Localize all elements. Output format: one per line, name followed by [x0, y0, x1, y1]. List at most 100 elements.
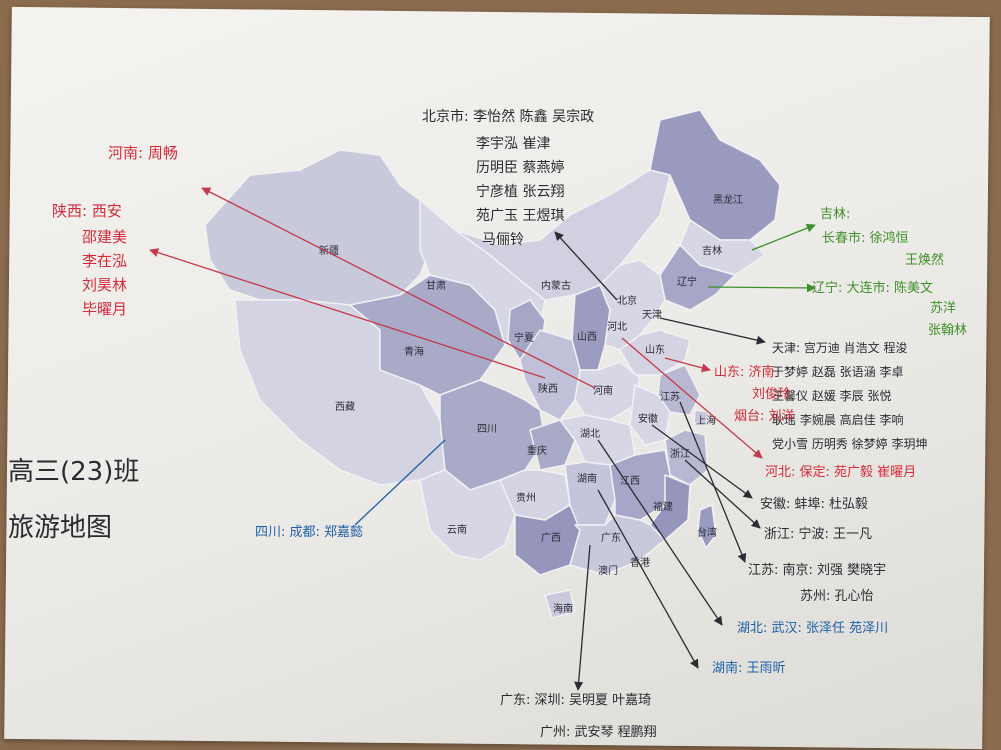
label-hubei: 湖北: [580, 428, 600, 440]
note-line: 天津: 宫万迪 肖浩文 程浚: [772, 340, 908, 355]
province-chongqing: [529, 419, 576, 471]
province-shapes: [204, 109, 781, 619]
arrow-jilin: [751, 223, 816, 251]
label-shanghai: 上海: [696, 414, 716, 427]
label-fujian: 福建: [653, 500, 673, 513]
note-line: 张翰林: [928, 323, 967, 338]
label-gansu: 甘肃: [426, 279, 446, 292]
note-line: 李宇泓 崔津: [476, 136, 550, 152]
note-line: 苏洋: [930, 300, 956, 316]
note-line: 辽宁: 大连市: 陈美文: [812, 280, 933, 296]
note-beijing: 北京市: 李怡然 陈鑫 吴宗政 李宇泓 崔津 历明臣 蔡燕婷 宁彦植 张云翔 苑…: [422, 108, 594, 248]
province-heilongjiang: [649, 109, 781, 241]
note-line: 马俪铃: [482, 232, 524, 248]
annotation-arrows: [149, 187, 816, 691]
label-sichuan: 四川: [477, 424, 497, 435]
note-line: 耿瑶 李婉晨 高启佳 李响: [772, 412, 903, 427]
label-xinjiang: 新疆: [319, 244, 339, 257]
arrow-shaanxi: [149, 248, 546, 379]
note-line: 党小雪 历明秀 徐梦婷 李玥坤: [772, 436, 927, 451]
note-line: 王焕然: [905, 252, 944, 268]
label-ningxia: 宁夏: [514, 331, 534, 344]
arrow-henan: [201, 187, 596, 389]
arrow-beijing: [554, 231, 618, 301]
note-liaoning: 辽宁: 大连市: 陈美文 苏洋 张翰林: [812, 280, 967, 338]
province-hainan: [544, 589, 576, 619]
arrow-tianjin: [659, 317, 766, 345]
label-heilongjiang: 黑龙江: [713, 193, 743, 206]
title-block: 高三(23)班 旅游地图: [8, 457, 139, 543]
label-guizhou: 贵州: [516, 491, 536, 504]
label-chongqing: 重庆: [527, 444, 547, 457]
label-guangxi: 广西: [541, 532, 561, 544]
note-line: 苑广玉 王煜琪: [476, 208, 564, 224]
note-line: 江苏: 南京: 刘强 樊晓宇: [748, 562, 886, 578]
province-hebei: [599, 259, 666, 351]
note-guangdong: 广东: 深圳: 吴明夏 叶嘉琦 广州: 武安琴 程鹏翔: [500, 693, 657, 740]
note-line: 苏州: 孔心怡: [800, 588, 874, 604]
label-henan: 河南: [593, 384, 613, 397]
note-line: 毕曜月: [82, 300, 127, 318]
label-hainan: 海南: [553, 602, 573, 615]
province-yunnan: [419, 469, 516, 561]
note-line: 广州: 武安琴 程鹏翔: [540, 725, 657, 740]
note-jiangsu: 江苏: 南京: 刘强 樊晓宇 苏州: 孔心怡: [748, 562, 886, 604]
arrow-hubei: [597, 439, 723, 626]
label-yunnan: 云南: [447, 523, 467, 536]
arrow-zhejiang: [684, 459, 761, 529]
province-xinjiang: [204, 149, 431, 306]
note-jilin: 吉林: 长春市: 徐鸿恒 王焕然: [820, 207, 944, 268]
poster-title-line1: 高三(23)班: [8, 457, 139, 487]
arrow-guangdong: [574, 544, 591, 691]
note-hebei: 河北: 保定: 苑广毅 崔曜月: [765, 464, 916, 480]
arrow-sichuan: [354, 439, 446, 526]
label-shaanxi: 陕西: [538, 382, 558, 395]
label-hebei: 河北: [607, 321, 627, 333]
label-jiangsu: 江苏: [660, 390, 680, 403]
label-qinghai: 青海: [404, 345, 424, 358]
note-shandong: 山东: 济南 刘俊玲 烟台: 刘洋: [714, 364, 795, 424]
label-shandong: 山东: [645, 343, 665, 356]
arrow-hunan: [597, 489, 699, 669]
note-hubei: 湖北: 武汉: 张泽任 苑泽川: [737, 621, 888, 636]
arrow-liaoning: [707, 283, 816, 293]
note-line: 王馨仪 赵媛 李辰 张悦: [772, 388, 891, 403]
note-line: 宁彦植 张云翔: [476, 183, 564, 200]
label-zhejiang: 浙江: [670, 448, 690, 460]
note-sichuan: 四川: 成都: 郑嘉懿: [255, 525, 363, 540]
label-taiwan: 台湾: [697, 526, 717, 539]
note-line: 于梦婷 赵磊 张语涵 李卓: [772, 364, 903, 379]
note-line: 广东: 深圳: 吴明夏 叶嘉琦: [500, 693, 651, 708]
label-xianggang: 香港: [630, 557, 650, 569]
arrow-shandong: [664, 357, 711, 373]
label-xizang: 西藏: [335, 401, 355, 413]
note-line: 刘昊林: [82, 276, 127, 294]
label-aomen: 澳门: [598, 564, 618, 577]
label-beijing: 北京: [617, 294, 637, 307]
note-line: 吉林:: [820, 207, 850, 222]
note-line: 山东: 济南: [714, 364, 775, 380]
note-zhejiang: 浙江: 宁波: 王一凡: [764, 526, 872, 542]
province-taiwan: [697, 504, 717, 549]
poster-title-line2: 旅游地图: [8, 513, 112, 543]
province-shanghai: [693, 409, 709, 426]
label-guangdong: 广东: [601, 531, 621, 544]
note-line: 刘俊玲: [752, 387, 791, 402]
label-neimenggu: 内蒙古: [541, 279, 571, 292]
label-anhui: 安徽: [638, 412, 658, 425]
note-line: 烟台: 刘洋: [734, 409, 795, 424]
label-hunan: 湖南: [577, 472, 597, 485]
note-line: 邵建美: [82, 228, 127, 246]
note-line: 北京市: 李怡然 陈鑫 吴宗政: [422, 108, 594, 125]
province-labels: 黑龙江 吉林 辽宁 北京 天津 河北 山东 山西 内蒙古 新疆 甘肃 宁夏 青海…: [319, 193, 743, 615]
note-henan: 河南: 周畅: [108, 144, 178, 162]
label-jilin: 吉林: [702, 244, 722, 257]
label-tianjin: 天津: [642, 309, 662, 321]
province-qinghai: [349, 274, 506, 396]
note-line: 长春市: 徐鸿恒: [822, 230, 909, 246]
note-line: 历明臣 蔡燕婷: [476, 160, 564, 176]
arrow-jiangsu: [679, 401, 747, 563]
arrow-hebei: [621, 337, 763, 459]
